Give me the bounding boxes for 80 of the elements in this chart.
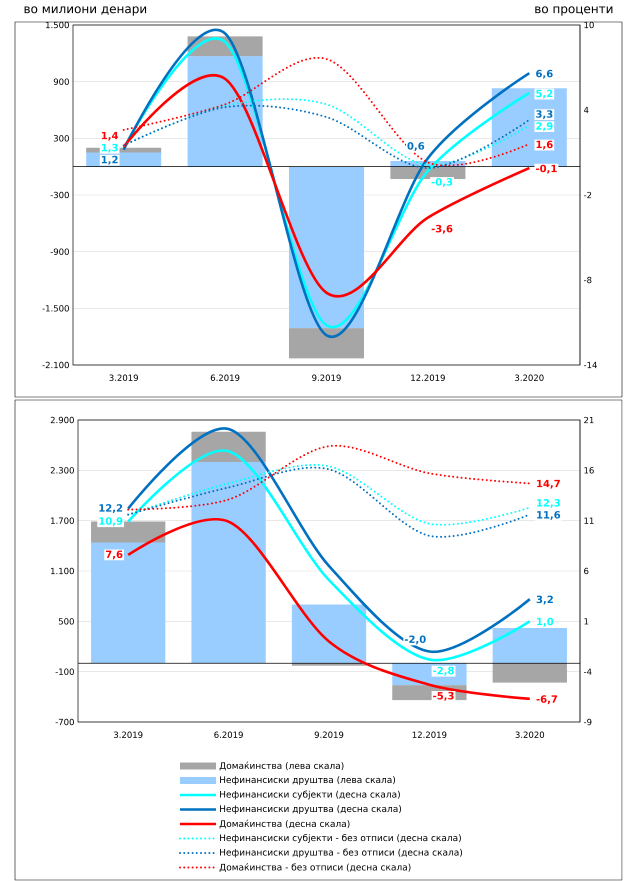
data-label: 3,3 bbox=[536, 110, 552, 120]
y-tick-label: -2.100 bbox=[42, 362, 69, 368]
data-label: 11,6 bbox=[537, 511, 560, 520]
data-label: 14,7 bbox=[537, 480, 560, 489]
legend-label: Нефинансиски друштва (десна скала) bbox=[220, 805, 402, 814]
legend-label: Нефинансиски субјекти (десна скала) bbox=[220, 790, 400, 800]
x-tick-label: 9.2019 bbox=[314, 732, 344, 738]
x-tick-label: 9.2019 bbox=[312, 374, 341, 381]
line-series bbox=[127, 444, 531, 511]
legend-label: Домаќинства (десна скала) bbox=[220, 820, 350, 828]
data-label: 5,2 bbox=[536, 90, 552, 98]
data-label: 1,6 bbox=[536, 140, 553, 150]
bar bbox=[188, 56, 263, 167]
y-tick-label: -100 bbox=[56, 668, 74, 675]
data-label: 7,6 bbox=[106, 550, 122, 560]
y-tick-label: 1.100 bbox=[51, 568, 74, 574]
x-tick-label: 3.2019 bbox=[114, 732, 142, 738]
data-label: -6,7 bbox=[536, 695, 558, 704]
bar bbox=[288, 328, 364, 358]
legend-label: Нефинансиски друштва (лева скала) bbox=[220, 776, 396, 785]
y-tick-label: 1.500 bbox=[46, 22, 69, 28]
bar bbox=[292, 663, 366, 666]
y-axis-title: во милиони денари bbox=[24, 6, 146, 16]
data-label: -3,6 bbox=[432, 224, 452, 234]
x-tick-label: 12.2019 bbox=[412, 732, 446, 738]
y2-tick-label: -2 bbox=[584, 192, 592, 198]
y-tick-label: 300 bbox=[54, 135, 69, 142]
x-tick-label: 6.2019 bbox=[210, 374, 240, 381]
y-tick-label: -1.500 bbox=[42, 305, 69, 312]
data-label: 0,6 bbox=[407, 142, 424, 151]
y2-tick-label: 10 bbox=[584, 22, 594, 28]
y-tick-label: 1.700 bbox=[51, 517, 74, 524]
legend-label: Нефинансиски друштва - без отписи (десна скала) bbox=[220, 848, 462, 858]
legend-label: Нефинансиски субјекти - без отписи (десна скала) bbox=[220, 834, 461, 843]
data-label: -2,0 bbox=[404, 635, 426, 644]
bar bbox=[191, 462, 266, 664]
y2-tick-label: 11 bbox=[584, 518, 594, 524]
y2-tick-label: -8 bbox=[584, 276, 592, 284]
data-label: 6,6 bbox=[536, 70, 553, 79]
y-tick-label: 2.900 bbox=[50, 416, 74, 424]
y-tick-label: 900 bbox=[54, 78, 69, 85]
bar bbox=[288, 166, 364, 328]
x-tick-label: 3.2019 bbox=[109, 374, 138, 381]
y-tick-label: -900 bbox=[50, 248, 69, 255]
data-label: 10,9 bbox=[99, 517, 122, 526]
x-tick-label: 6.2019 bbox=[214, 732, 243, 738]
data-label: -2,8 bbox=[433, 666, 454, 676]
y2-tick-label: -9 bbox=[584, 718, 592, 726]
y-tick-label: 2.300 bbox=[50, 467, 74, 474]
data-label: -0,3 bbox=[432, 178, 452, 187]
legend-label: Домаќинства - без отписи (десна скала) bbox=[220, 863, 410, 872]
y-tick-label: 500 bbox=[58, 618, 74, 625]
y2-tick-label: 21 bbox=[584, 416, 594, 424]
x-tick-label: 3.2020 bbox=[516, 732, 544, 738]
y2-axis-title: во проценти bbox=[535, 6, 612, 16]
data-label: 12,2 bbox=[99, 504, 122, 514]
y-tick-label: -700 bbox=[56, 718, 74, 726]
data-label: 3,2 bbox=[536, 596, 553, 604]
x-tick-label: 3.2020 bbox=[515, 374, 544, 381]
data-label: 1,0 bbox=[537, 618, 554, 627]
x-tick-label: 12.2019 bbox=[411, 374, 445, 381]
data-label: 12,3 bbox=[537, 499, 560, 508]
bar bbox=[492, 628, 567, 664]
y2-tick-label: 16 bbox=[584, 467, 594, 474]
y-tick-label: -300 bbox=[50, 192, 69, 198]
data-label: -0,1 bbox=[536, 164, 557, 174]
bar bbox=[91, 542, 166, 664]
data-label: -5,3 bbox=[433, 692, 454, 701]
bar bbox=[292, 604, 366, 664]
data-label: 1,2 bbox=[102, 156, 118, 165]
y2-tick-label: -4 bbox=[584, 668, 592, 675]
data-label: 1,3 bbox=[102, 144, 118, 153]
legend-label: Домаќинства (лева скала) bbox=[220, 762, 344, 770]
y2-tick-label: 4 bbox=[584, 106, 588, 114]
y2-tick-label: -14 bbox=[584, 362, 597, 368]
y2-tick-label: 1 bbox=[584, 618, 588, 624]
bar bbox=[492, 663, 567, 683]
y2-tick-label: 6 bbox=[584, 568, 588, 574]
data-label: 1,4 bbox=[102, 132, 118, 141]
data-label: 2,9 bbox=[536, 122, 553, 132]
